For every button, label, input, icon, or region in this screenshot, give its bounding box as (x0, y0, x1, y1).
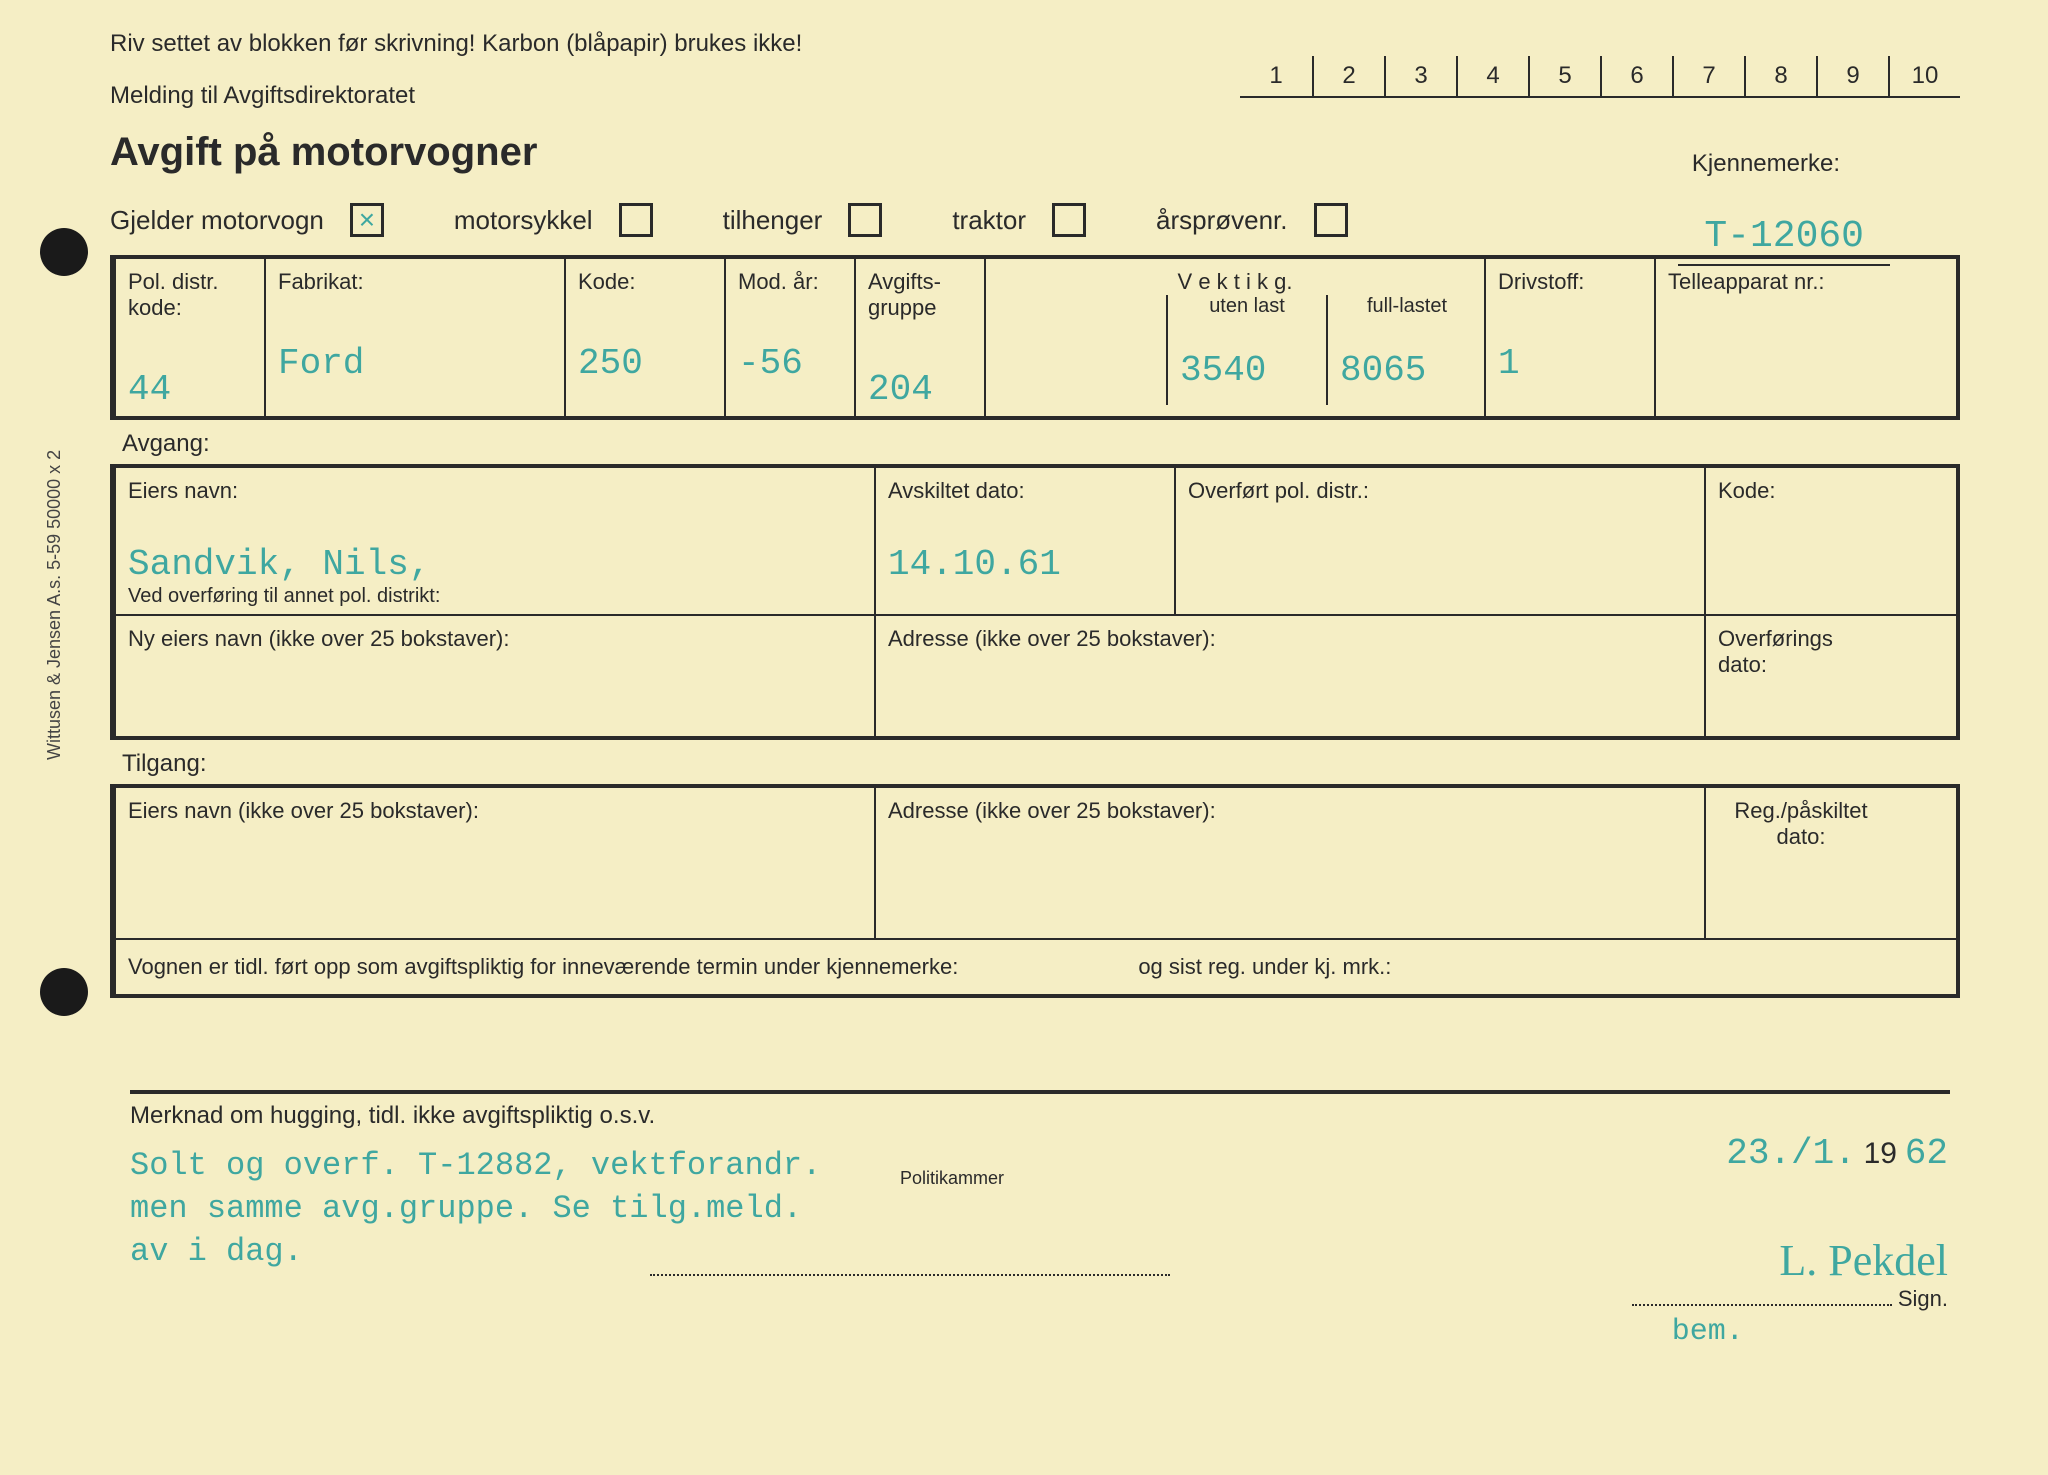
tilgang-adresse-label: Adresse (ikke over 25 bokstaver): (888, 798, 1692, 824)
col-fabrikat-value: Ford (278, 343, 552, 384)
punch-hole (40, 228, 88, 276)
avgang-header: Avgang: (110, 420, 1960, 464)
type-motorvogn-label: Gjelder motorvogn (110, 205, 324, 236)
avgang-table: Eiers navn: Sandvik, Nils, Ved overførin… (110, 464, 1960, 740)
ny-eier-label: Ny eiers navn (ikke over 25 bokstaver): (128, 626, 862, 652)
reg-dato-label: Reg./påskiltet dato: (1718, 798, 1884, 850)
prev-line-lead: Vognen er tidl. ført opp som avgiftsplik… (128, 954, 958, 980)
col-kode-value: 250 (578, 343, 712, 384)
printer-mark: Wittusen & Jensen A.s. 5-59 50000 x 2 (44, 450, 65, 760)
checkbox-motorvogn[interactable] (350, 203, 384, 237)
col-vekt-uten-value: 3540 (1180, 350, 1314, 391)
avgang-kode-label: Kode: (1718, 478, 1884, 504)
col-pol-value: 44 (128, 369, 252, 410)
avgang-eier-value: Sandvik, Nils, (128, 544, 862, 585)
col-modar-value: -56 (738, 343, 842, 384)
punch-hole (40, 968, 88, 1016)
strip-n: 3 (1384, 56, 1456, 98)
col-vekt-full-value: 8065 (1340, 350, 1474, 391)
date-year: 62 (1905, 1133, 1948, 1174)
checkbox-arsprove[interactable] (1314, 203, 1348, 237)
instruction-line: Riv settet av blokken før skrivning! Kar… (110, 30, 1960, 58)
strip-n: 5 (1528, 56, 1600, 98)
col-vekt-full-label: full-lastet (1340, 295, 1474, 318)
checkbox-motorsykkel[interactable] (619, 203, 653, 237)
strip-n: 7 (1672, 56, 1744, 98)
date-area: 23./1. 19 62 (1726, 1130, 1948, 1179)
kjennemerke-label: Kjennemerke: (1692, 150, 1840, 178)
form-title: Avgift på motorvogner (110, 130, 1960, 175)
strip-n: 8 (1744, 56, 1816, 98)
col-avggrp-label: Avgifts- gruppe (868, 269, 972, 321)
overfort-label: Overført pol. distr.: (1188, 478, 1692, 504)
copy-number-strip: 1 2 3 4 5 6 7 8 9 10 (1240, 56, 1960, 98)
tilgang-table: Eiers navn (ikke over 25 bokstaver): Adr… (110, 784, 1960, 998)
transfer-adresse-label: Adresse (ikke over 25 bokstaver): (888, 626, 1692, 652)
col-vekt-uten-label: uten last (1180, 295, 1314, 318)
col-drivstoff-label: Drivstoff: (1498, 269, 1642, 295)
form-page: 1 2 3 4 5 6 7 8 9 10 Riv settet av blokk… (110, 30, 1960, 998)
date-typed: 23./1. (1726, 1133, 1856, 1174)
type-traktor-label: traktor (952, 205, 1026, 236)
signature-script: L. Pekdel (1632, 1235, 1948, 1286)
type-arsprove-label: årsprøvenr. (1156, 205, 1288, 236)
date-prefix: 19 (1864, 1137, 1897, 1170)
checkbox-traktor[interactable] (1052, 203, 1086, 237)
tilgang-header: Tilgang: (110, 740, 1960, 784)
strip-n: 2 (1312, 56, 1384, 98)
col-avggrp-value: 204 (868, 369, 972, 410)
strip-n: 10 (1888, 56, 1960, 98)
col-telle-label: Telleapparat nr.: (1668, 269, 1884, 295)
type-motorsykkel-label: motorsykkel (454, 205, 593, 236)
col-modar-label: Mod. år: (738, 269, 842, 295)
col-vekt-label: V e k t i k g. (1178, 269, 1293, 294)
strip-n: 9 (1816, 56, 1888, 98)
signature-sub: bem. (1672, 1312, 1948, 1353)
col-pol-label: Pol. distr. kode: (128, 269, 252, 321)
politikammer-label: Politikammer (900, 1168, 1004, 1189)
avgang-sublabel: Ved overføring til annet pol. distrikt: (128, 585, 440, 607)
prev-line-tail: og sist reg. under kj. mrk.: (1138, 954, 1391, 980)
signature-area: L. Pekdel Sign. bem. (1632, 1235, 1948, 1353)
col-fabrikat-label: Fabrikat: (278, 269, 552, 295)
tilgang-eier-label: Eiers navn (ikke over 25 bokstaver): (128, 798, 862, 824)
strip-n: 1 (1240, 56, 1312, 98)
col-drivstoff-value: 1 (1498, 343, 1642, 384)
avskiltet-label: Avskiltet dato: (888, 478, 1162, 504)
avgang-eier-label: Eiers navn: (128, 478, 862, 504)
checkbox-tilhenger[interactable] (848, 203, 882, 237)
avskiltet-value: 14.10.61 (888, 544, 1162, 585)
sign-label: Sign. (1898, 1286, 1948, 1311)
col-kode-label: Kode: (578, 269, 712, 295)
merknad-label: Merknad om hugging, tidl. ikke avgiftspl… (130, 1090, 1950, 1130)
strip-n: 4 (1456, 56, 1528, 98)
overf-dato-label: Overførings dato: (1718, 626, 1884, 678)
strip-n: 6 (1600, 56, 1672, 98)
spec-table: Pol. distr. kode: 44 Fabrikat: Ford Kode… (110, 255, 1960, 420)
type-tilhenger-label: tilhenger (723, 205, 823, 236)
